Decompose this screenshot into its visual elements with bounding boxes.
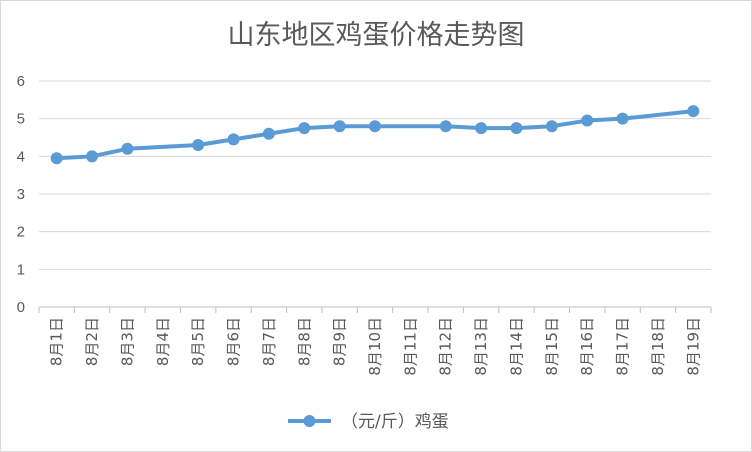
data-point [475,122,488,135]
legend-marker-swatch [303,415,316,427]
y-axis-ticks: 0 1 2 3 4 5 6 [17,73,25,316]
data-point [192,139,205,152]
y-tick-label: 0 [17,299,25,316]
x-tick-label: 8月12日 [437,317,455,376]
x-tick-label: 8月8日 [295,317,313,366]
x-tick-label: 8月10日 [366,317,384,376]
y-tick-label: 3 [17,186,25,203]
x-tick-label: 8月9日 [331,317,349,366]
x-tick-label: 8月2日 [83,317,101,366]
x-tick-label: 8月15日 [543,317,561,376]
x-tick-label: 8月7日 [260,317,278,366]
y-tick-label: 4 [17,148,25,165]
x-tick-label: 8月11日 [401,317,419,376]
y-tick-label: 2 [17,224,25,241]
x-axis-ticks: 8月1日 8月2日 8月3日 8月4日 8月5日 8月6日 8月7日 8月8日 8月9日 8月10… [48,317,703,376]
y-tick-label: 6 [17,73,25,90]
data-point [262,127,275,140]
data-point [121,142,134,155]
x-tick-label: 8月19日 [684,317,702,376]
x-tick-label: 8月13日 [472,317,490,376]
data-point [510,122,523,135]
series-line-0 [54,109,696,161]
y-tick-label: 1 [17,261,25,278]
data-point [545,120,558,133]
data-point [687,105,700,118]
legend-label: （元/斤）鸡蛋 [341,412,449,432]
x-tick-label: 8月17日 [614,317,632,376]
x-tick-label: 8月14日 [507,317,525,376]
data-point [227,133,240,146]
data-point [298,122,311,135]
x-tick-label: 8月3日 [118,317,136,366]
data-point [333,120,346,133]
x-tick-label: 8月18日 [649,317,667,376]
x-tick-label: 8月1日 [48,317,66,366]
data-point [439,120,452,133]
data-point [50,152,63,165]
data-point [369,120,381,133]
legend: （元/斤）鸡蛋 [288,412,449,432]
x-axis [38,306,712,313]
x-tick-label: 8月6日 [225,317,243,366]
y-tick-label: 5 [17,111,25,128]
series-layer [50,105,700,165]
x-tick-label: 8月5日 [189,317,207,366]
gridlines [39,80,711,270]
data-point [86,150,99,163]
data-point [581,114,594,127]
x-tick-label: 8月4日 [154,317,172,366]
chart-title: 山东地区鸡蛋价格走势图 [228,20,525,51]
x-tick-label: 8月16日 [578,317,596,376]
data-point [616,112,629,125]
